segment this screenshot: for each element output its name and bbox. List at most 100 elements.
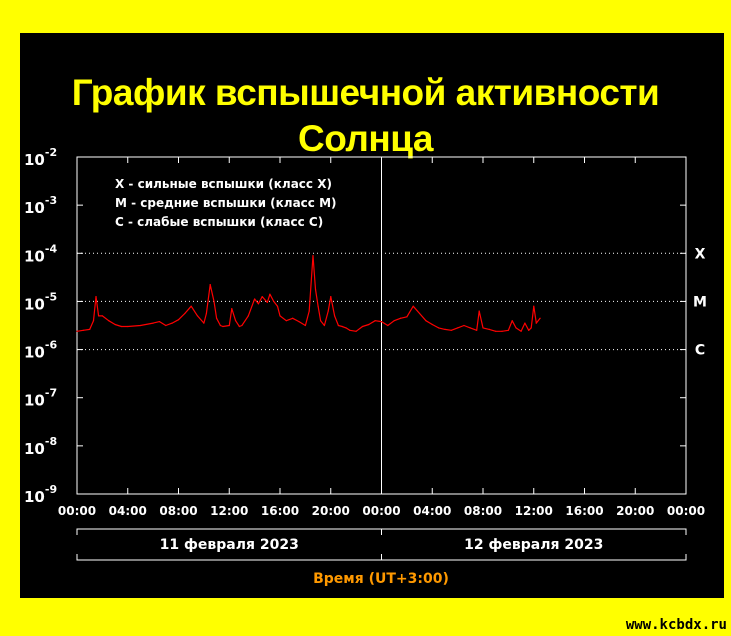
y-tick-label: 10-2 xyxy=(24,146,57,169)
x-tick-label: 12:00 xyxy=(210,504,248,518)
data-point xyxy=(361,325,364,328)
data-point xyxy=(337,324,339,327)
data-point xyxy=(478,310,480,312)
x-tick-label: 00:00 xyxy=(667,504,705,518)
data-point xyxy=(95,296,97,298)
data-point xyxy=(374,320,376,322)
data-point xyxy=(501,330,503,332)
data-point xyxy=(515,327,517,329)
data-point xyxy=(152,322,154,324)
chart-title: График вспышечной активности Солнца xyxy=(71,72,660,159)
data-point xyxy=(266,301,268,303)
data-point xyxy=(184,312,186,315)
x-axis-label: Время (UT+3:00) xyxy=(313,571,449,587)
data-point xyxy=(120,325,123,328)
data-point xyxy=(530,327,532,329)
x-tick-label: 12:00 xyxy=(515,504,553,518)
data-point xyxy=(495,330,497,332)
data-point xyxy=(231,308,233,310)
y-tick-label: 10-5 xyxy=(24,290,57,313)
data-point xyxy=(327,310,329,312)
day-bracket-bottom xyxy=(76,554,382,561)
data-point xyxy=(273,300,275,303)
data-point xyxy=(257,303,260,305)
x-tick-label: 00:00 xyxy=(362,504,400,518)
data-point xyxy=(285,320,287,322)
chart-panel xyxy=(20,33,724,598)
data-point xyxy=(222,325,224,328)
data-point xyxy=(450,329,452,331)
data-point xyxy=(127,325,129,328)
data-point xyxy=(333,315,336,317)
data-point xyxy=(317,305,319,307)
data-point xyxy=(444,328,446,330)
data-point xyxy=(535,322,537,324)
data-point xyxy=(209,283,211,286)
data-point xyxy=(380,321,383,323)
data-point xyxy=(520,330,522,332)
class-label-c: C xyxy=(695,343,705,359)
y-tick-label: 10-9 xyxy=(24,483,57,506)
data-point xyxy=(165,324,167,327)
data-point xyxy=(261,296,263,298)
data-point xyxy=(97,315,100,317)
data-point xyxy=(457,327,459,329)
data-point xyxy=(345,327,347,329)
data-point xyxy=(476,329,478,331)
data-point xyxy=(171,322,173,324)
data-point xyxy=(89,328,91,330)
data-point xyxy=(524,322,526,324)
watermark: www.kcbdx.ru xyxy=(625,617,727,633)
data-point xyxy=(431,323,433,326)
data-point xyxy=(247,315,249,317)
day-bracket-top-2 xyxy=(381,528,687,535)
data-point xyxy=(387,324,389,327)
data-point xyxy=(241,324,243,327)
data-point xyxy=(539,317,541,319)
data-point xyxy=(203,322,205,324)
data-point xyxy=(349,329,351,331)
day-label: 12 февраля 2023 xyxy=(464,537,603,553)
data-point xyxy=(298,321,300,323)
day-bracket-top xyxy=(76,528,382,535)
legend-entry: M - средние вспышки (класс M) xyxy=(115,196,337,210)
data-point xyxy=(399,317,402,319)
data-point xyxy=(196,315,199,317)
day-label: 11 февраля 2023 xyxy=(160,537,299,553)
data-point xyxy=(425,320,427,322)
y-tick-label: 10-4 xyxy=(24,242,57,265)
data-point xyxy=(437,327,440,329)
data-point xyxy=(238,325,240,328)
data-point xyxy=(228,324,230,327)
class-label-m: M xyxy=(693,294,707,310)
data-point xyxy=(139,324,142,327)
data-point xyxy=(312,255,314,257)
y-tick-label: 10-6 xyxy=(24,339,57,362)
data-point xyxy=(323,324,326,327)
data-point xyxy=(292,317,294,319)
data-point xyxy=(190,305,192,307)
data-point xyxy=(304,324,306,327)
y-tick-label: 10-8 xyxy=(24,435,57,458)
data-point xyxy=(205,312,208,315)
y-tick-label: 10-3 xyxy=(24,194,57,217)
data-point xyxy=(488,328,490,330)
data-point xyxy=(511,320,513,322)
x-tick-label: 16:00 xyxy=(565,504,603,518)
legend-entry: C - слабые вспышки (класс C) xyxy=(115,215,323,229)
data-point xyxy=(393,320,395,322)
data-point xyxy=(355,330,357,332)
data-point xyxy=(412,305,414,307)
data-point xyxy=(418,312,421,315)
data-point xyxy=(368,323,370,326)
class-label-x: X xyxy=(695,246,706,262)
data-point xyxy=(463,324,465,327)
data-point xyxy=(219,324,221,327)
x-tick-label: 08:00 xyxy=(159,504,197,518)
y-tick-label: 10-7 xyxy=(24,387,57,410)
x-tick-label: 20:00 xyxy=(616,504,654,518)
data-point xyxy=(406,316,408,318)
data-point xyxy=(533,305,535,307)
data-point xyxy=(276,305,279,307)
